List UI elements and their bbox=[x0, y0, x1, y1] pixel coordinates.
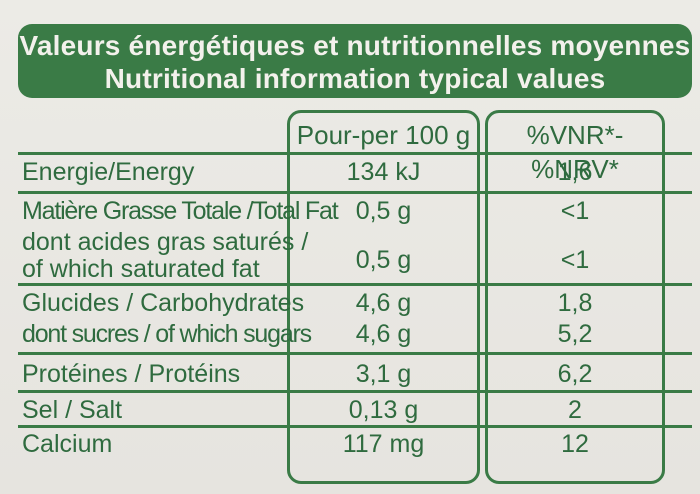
row-divider bbox=[18, 425, 692, 428]
row-sugars-per: 4,6 g bbox=[355, 320, 412, 348]
row-divider bbox=[18, 152, 692, 155]
row-divider bbox=[18, 191, 692, 194]
column-header-per-100g: Pour-per 100 g bbox=[296, 120, 471, 150]
row-protein-per: 3,1 g bbox=[355, 360, 412, 388]
row-carbs-name: Glucides / Carbohydrates bbox=[22, 289, 305, 317]
table-header-banner: Valeurs énergétiques et nutritionnelles … bbox=[18, 24, 692, 98]
row-carbs-vnr: 1,8 bbox=[557, 289, 593, 317]
row-divider bbox=[18, 390, 692, 393]
row-sugars-name: dont sucres / of which sugars bbox=[22, 320, 312, 348]
header-title-fr: Valeurs énergétiques et nutritionnelles … bbox=[19, 30, 691, 61]
row-fat-vnr: <1 bbox=[560, 197, 590, 225]
row-fat-per: 0,5 g bbox=[355, 197, 412, 225]
row-energy-per: 134 kJ bbox=[346, 158, 421, 186]
row-fat-name: Matière Grasse Totale /Total Fat bbox=[22, 197, 339, 225]
vnr-column-frame bbox=[485, 110, 665, 484]
row-salt-vnr: 2 bbox=[568, 396, 582, 424]
row-calcium-per: 117 mg bbox=[342, 430, 425, 458]
header-title-en: Nutritional information typical values bbox=[104, 63, 606, 94]
row-saturated-per: 0,5 g bbox=[355, 246, 412, 274]
column-header-vnr: %VNR*-%NRV* bbox=[526, 120, 624, 184]
row-calcium-name: Calcium bbox=[22, 430, 113, 458]
row-divider bbox=[18, 283, 692, 286]
row-salt-per: 0,13 g bbox=[348, 396, 419, 424]
row-energy-vnr: 1,6 bbox=[557, 158, 593, 186]
row-divider bbox=[18, 352, 692, 355]
row-saturated-name-en: of which saturated fat bbox=[22, 255, 260, 283]
row-saturated-vnr: <1 bbox=[560, 246, 590, 274]
row-calcium-vnr: 12 bbox=[561, 430, 589, 458]
row-carbs-per: 4,6 g bbox=[355, 289, 412, 317]
row-salt-name: Sel / Salt bbox=[22, 396, 123, 424]
row-protein-name: Protéines / Protéins bbox=[22, 360, 241, 388]
row-energy-name: Energie/Energy bbox=[22, 158, 195, 186]
row-protein-vnr: 6,2 bbox=[557, 360, 593, 388]
row-sugars-vnr: 5,2 bbox=[557, 320, 593, 348]
row-saturated-name-fr: dont acides gras saturés / bbox=[22, 228, 309, 256]
per-100g-column-frame bbox=[287, 110, 480, 484]
